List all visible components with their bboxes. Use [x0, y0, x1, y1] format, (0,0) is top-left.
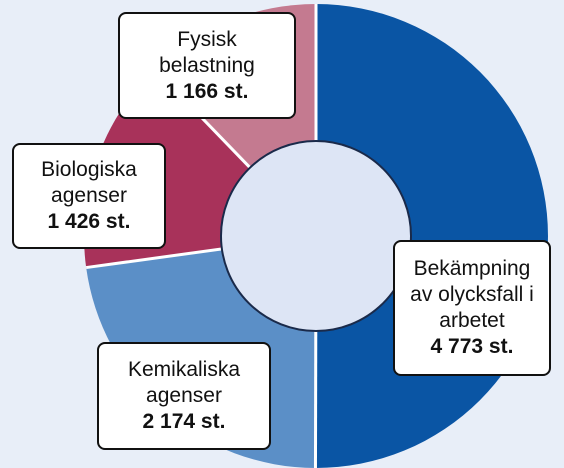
category-label: Kemikaliska agenser: [127, 358, 241, 407]
value-label: 2 174 st.: [142, 410, 226, 433]
label-box: Fysisk belastning 1 166 st.: [118, 12, 296, 119]
category-label: Biologiska agenser: [41, 158, 137, 207]
donut-hole: [220, 140, 412, 332]
label-box: Kemikaliska agenser 2 174 st.: [97, 342, 271, 450]
category-label: Fysisk belastning: [159, 27, 255, 77]
category-label: Bekämpning av olycksfall i arbetet: [410, 257, 534, 332]
value-label: 4 773 st.: [430, 335, 514, 358]
label-box: Bekämpning av olycksfall i arbetet 4 773 …: [393, 240, 551, 376]
value-label: 1 166 st.: [165, 79, 249, 103]
label-box: Biologiska agenser 1 426 st.: [12, 143, 166, 249]
value-label: 1 426 st.: [47, 210, 131, 233]
